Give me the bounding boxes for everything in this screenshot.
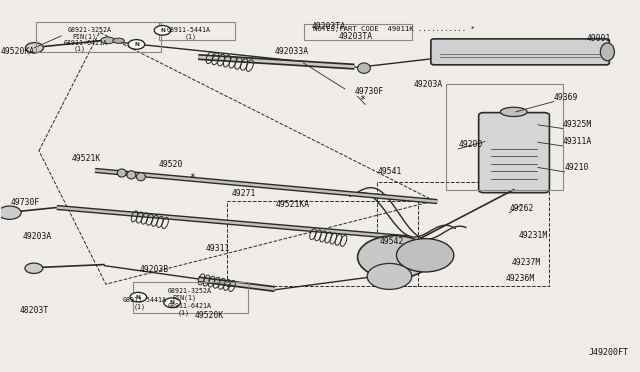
- Circle shape: [396, 238, 454, 272]
- Ellipse shape: [127, 171, 136, 179]
- Circle shape: [25, 263, 43, 273]
- Text: 08911-5441A: 08911-5441A: [166, 28, 211, 33]
- Text: (1): (1): [133, 304, 145, 310]
- Text: (1): (1): [178, 310, 190, 316]
- Circle shape: [0, 206, 21, 219]
- Text: 49203B: 49203B: [140, 265, 169, 274]
- Text: 08921-3252A: 08921-3252A: [68, 28, 111, 33]
- Text: (1): (1): [74, 46, 86, 52]
- Text: 49521K: 49521K: [72, 154, 101, 163]
- Text: *: *: [189, 173, 195, 183]
- Text: 08911-6421A: 08911-6421A: [63, 39, 107, 46]
- FancyBboxPatch shape: [479, 113, 549, 193]
- Text: 49203A: 49203A: [23, 232, 52, 241]
- Text: 49236M: 49236M: [506, 274, 534, 283]
- Text: 49520KA: 49520KA: [1, 46, 35, 55]
- Circle shape: [154, 26, 171, 35]
- Bar: [227, 201, 418, 286]
- Text: 49203TA: 49203TA: [339, 32, 372, 41]
- Text: 49520K: 49520K: [195, 311, 225, 320]
- Bar: [36, 22, 161, 52]
- Circle shape: [367, 263, 412, 289]
- Circle shape: [26, 42, 44, 53]
- Text: 49542: 49542: [380, 237, 404, 246]
- Text: 49730F: 49730F: [355, 87, 383, 96]
- Text: 49203A: 49203A: [413, 80, 443, 89]
- Text: 48203T: 48203T: [20, 306, 49, 315]
- Ellipse shape: [358, 63, 371, 73]
- Text: 49001: 49001: [587, 34, 611, 43]
- Text: *: *: [359, 95, 365, 105]
- Ellipse shape: [600, 43, 614, 61]
- Circle shape: [130, 292, 147, 302]
- Ellipse shape: [136, 173, 145, 181]
- Bar: [159, 22, 236, 39]
- Text: N: N: [160, 28, 165, 33]
- Text: 49730F: 49730F: [10, 199, 40, 208]
- FancyBboxPatch shape: [431, 39, 609, 65]
- Text: 49369: 49369: [554, 93, 579, 102]
- Text: J49200FT: J49200FT: [588, 348, 628, 357]
- Text: 49231M: 49231M: [518, 231, 547, 240]
- Text: 49210: 49210: [564, 163, 589, 172]
- Ellipse shape: [100, 37, 115, 44]
- Bar: [445, 84, 563, 190]
- Text: 49271: 49271: [232, 189, 256, 198]
- Text: 49521KA: 49521KA: [276, 200, 310, 209]
- Text: 49311: 49311: [206, 244, 230, 253]
- Text: (1): (1): [184, 33, 196, 40]
- Text: 49311A: 49311A: [563, 137, 592, 146]
- Text: 492033A: 492033A: [275, 47, 309, 56]
- Text: 08911-5441A: 08911-5441A: [123, 297, 167, 303]
- Text: 49520: 49520: [159, 160, 183, 169]
- Circle shape: [128, 39, 145, 49]
- Text: NOTES;PART CODE  49011K ........... *: NOTES;PART CODE 49011K ........... *: [313, 26, 475, 32]
- Text: N: N: [170, 300, 175, 305]
- Text: 49203TA: 49203TA: [312, 22, 346, 31]
- Ellipse shape: [113, 38, 124, 43]
- Text: N: N: [136, 295, 141, 300]
- Bar: [304, 24, 412, 39]
- Text: 49541: 49541: [378, 167, 403, 176]
- Circle shape: [164, 298, 180, 308]
- Text: 49325M: 49325M: [563, 119, 592, 129]
- Text: 08921-3252A: 08921-3252A: [168, 288, 212, 294]
- Text: 08911-6421A: 08911-6421A: [168, 304, 212, 310]
- Bar: [377, 182, 548, 286]
- Ellipse shape: [500, 107, 527, 116]
- Circle shape: [358, 235, 431, 279]
- Bar: [133, 282, 248, 313]
- Text: 49262: 49262: [509, 204, 534, 213]
- Text: 49200: 49200: [458, 140, 483, 149]
- Ellipse shape: [117, 169, 126, 177]
- Text: PIN(1): PIN(1): [72, 33, 96, 40]
- Text: 49237M: 49237M: [512, 258, 541, 267]
- Text: N: N: [134, 42, 139, 47]
- Text: PIN(1): PIN(1): [173, 294, 196, 301]
